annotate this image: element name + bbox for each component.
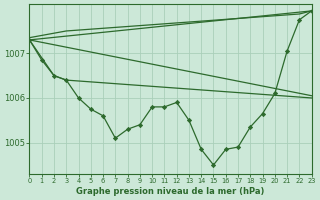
X-axis label: Graphe pression niveau de la mer (hPa): Graphe pression niveau de la mer (hPa) <box>76 187 265 196</box>
